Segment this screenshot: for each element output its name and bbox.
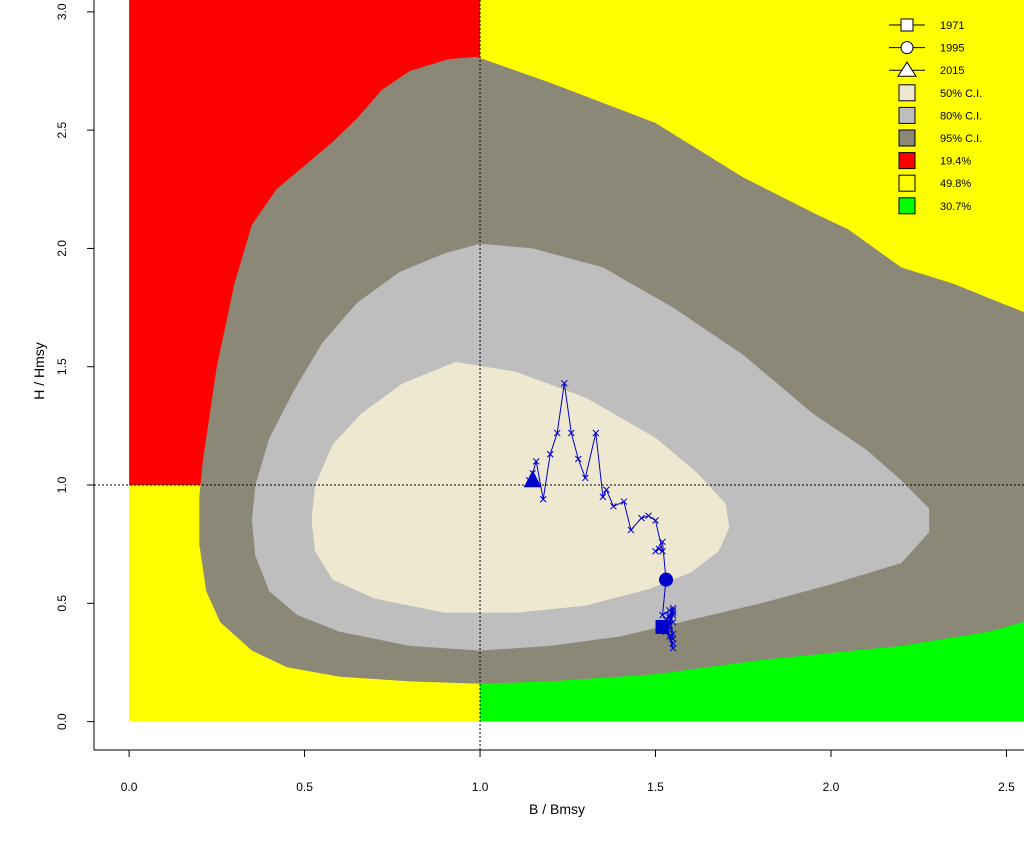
y-axis-title: H / Hmsy: [31, 342, 47, 400]
legend-swatch: [898, 106, 916, 124]
legend-swatch: [898, 84, 916, 102]
region-50-c-i-: [311, 362, 730, 613]
legend-swatch: [898, 152, 916, 170]
trajectory-point: [669, 604, 677, 612]
trajectory-point: [666, 607, 673, 614]
legend-label: 2015: [940, 65, 964, 77]
legend-entry-80-c-i-: 80% C.I.: [898, 106, 982, 124]
trajectory-point: [669, 635, 677, 643]
marker-1995: [659, 572, 674, 587]
trajectory-point: [638, 514, 645, 522]
legend-label: 50% C.I.: [940, 88, 982, 100]
legend-entry-95-c-i-: 95% C.I.: [898, 129, 982, 147]
confidence-region-layer: [199, 56, 1024, 684]
legend-entry-50-c-i-: 50% C.I.: [898, 84, 982, 102]
trajectory-point: [620, 498, 628, 505]
x-tick-label: 2.0: [823, 780, 840, 794]
y-tick-label: 1.5: [55, 358, 69, 375]
y-tick-label: 2.0: [55, 240, 69, 257]
trajectory-point: [669, 609, 677, 617]
marker-2015: [523, 470, 542, 488]
trajectory-point: [567, 429, 575, 437]
trajectory-point: [560, 379, 568, 387]
trajectory-point: [669, 640, 677, 647]
trajectory-point: [553, 429, 561, 437]
trajectory-point: [532, 458, 540, 465]
x-tick-label: 1.0: [472, 780, 489, 794]
trajectory-point: [610, 502, 617, 510]
legend-label: 19.4%: [940, 156, 971, 168]
reference-line-layer: [94, 0, 1024, 750]
trajectory-point: [581, 474, 589, 482]
x-tick-label: 0.5: [296, 780, 313, 794]
trajectory-point: [539, 495, 547, 503]
legend: 1971 1995 2015 50% C.I. 80% C.I. 95% C.I. 19.4…: [889, 18, 982, 215]
trajectory-point: [659, 547, 666, 555]
trajectory-point: [666, 611, 673, 619]
x-tick-label: 2.5: [998, 780, 1015, 794]
marker-1971: [655, 619, 670, 634]
legend-label: 80% C.I.: [940, 110, 982, 122]
legend-circle-icon: [900, 41, 914, 55]
legend-label: 49.8%: [940, 178, 971, 190]
trajectory-point: [666, 614, 673, 621]
y-tick-label: 1.0: [55, 476, 69, 493]
legend-entry-30-7-: 30.7%: [898, 197, 971, 215]
trajectory-point: [652, 547, 659, 555]
x-tick-label: 0.0: [121, 780, 138, 794]
trajectory-point: [652, 517, 659, 524]
trajectory-point: [669, 630, 677, 638]
trajectory-point: [666, 633, 673, 640]
x-tick-label: 1.5: [647, 780, 664, 794]
legend-triangle-icon: [897, 61, 917, 77]
year-marker-layer: [523, 470, 674, 634]
legend-entry-49-8-: 49.8%: [898, 174, 971, 192]
legend-label: 1995: [940, 43, 964, 55]
legend-entry-1971: 1971: [889, 18, 964, 32]
trajectory-point: [655, 545, 663, 553]
trajectory-point: [659, 611, 666, 619]
legend-label: 95% C.I.: [940, 133, 982, 145]
legend-entry-2015: 2015: [889, 61, 964, 77]
legend-swatch: [898, 197, 916, 215]
legend-square-icon: [900, 18, 914, 32]
trajectory-point: [669, 618, 677, 626]
trajectory-point: [659, 538, 666, 546]
x-axis-title: B / Bmsy: [529, 801, 585, 817]
trajectory-point: [627, 526, 635, 534]
trajectory-point: [574, 455, 582, 463]
trajectory-point: [645, 512, 652, 520]
trajectory-point: [599, 493, 607, 501]
trajectory-point: [669, 644, 677, 652]
legend-label: 30.7%: [940, 201, 971, 213]
trajectory-point: [592, 429, 600, 437]
y-tick-label: 0.0: [55, 713, 69, 730]
legend-label: 1971: [940, 20, 964, 32]
legend-swatch: [898, 129, 916, 147]
axes-layer: 0.0 0.5 1.0 1.5 2.0 2.5 0.0 0.5 1.0 1.5 2.0 2.5 3.0: [55, 0, 1024, 794]
trajectory-point: [603, 486, 610, 494]
y-tick-label: 0.5: [55, 595, 69, 612]
y-tick-label: 2.5: [55, 121, 69, 138]
legend-entry-19-4-: 19.4%: [898, 152, 971, 170]
y-tick-label: 3.0: [55, 3, 69, 20]
trajectory-point: [546, 450, 554, 458]
legend-swatch: [898, 174, 916, 192]
legend-entry-1995: 1995: [889, 41, 964, 55]
